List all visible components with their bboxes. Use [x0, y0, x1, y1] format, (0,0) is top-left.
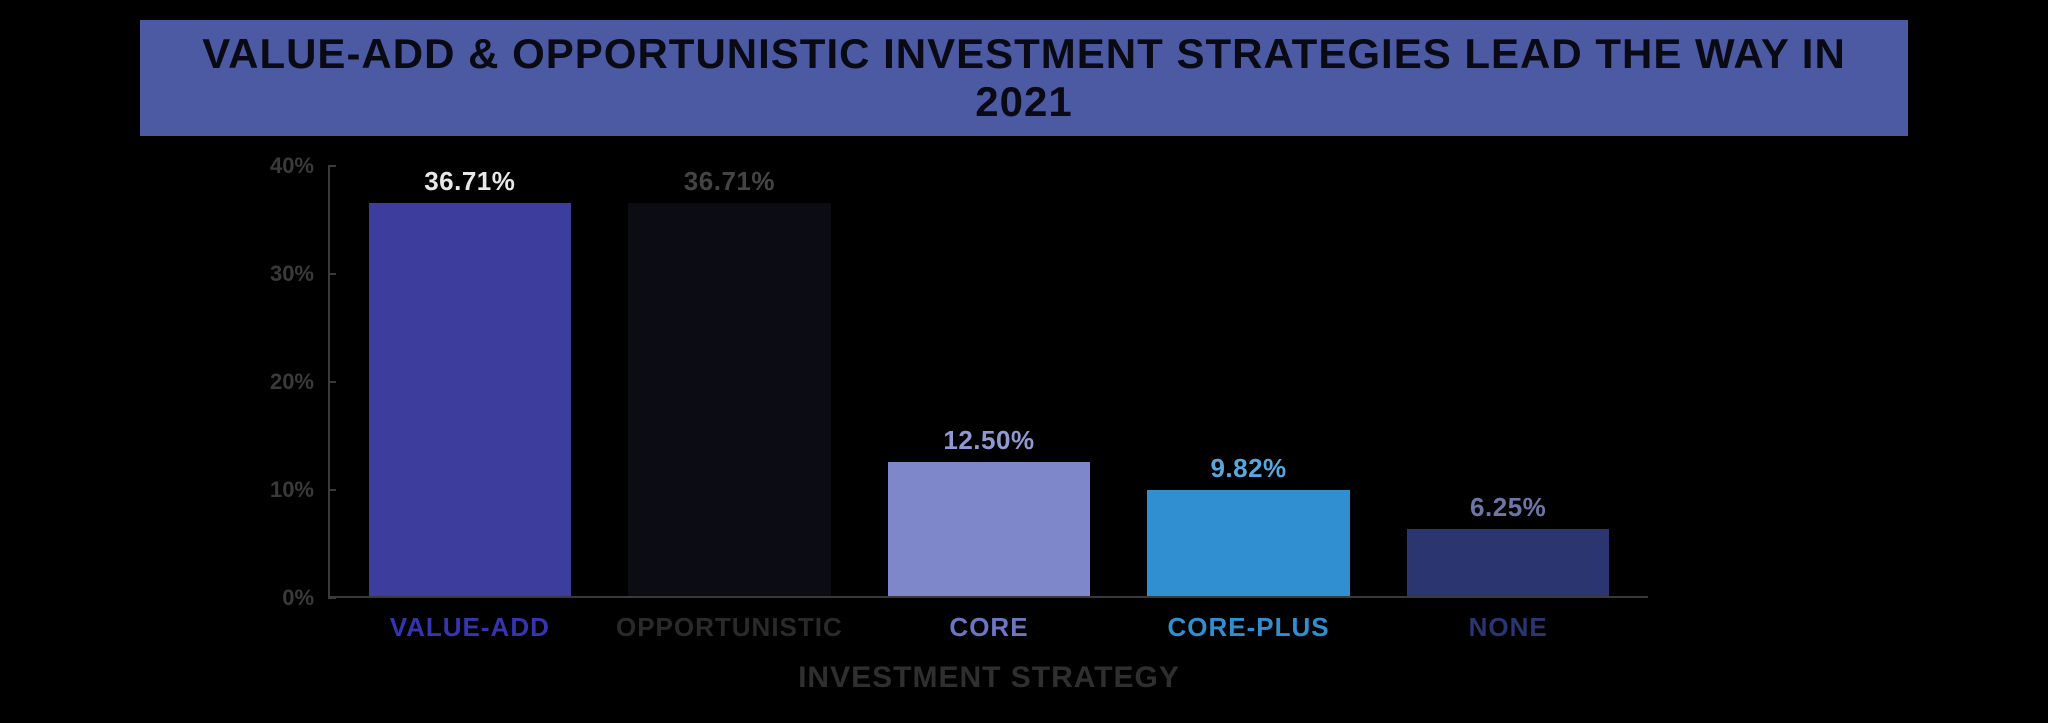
bar — [888, 462, 1090, 596]
bar-value-label: 9.82% — [1210, 453, 1286, 484]
bar-slot: 9.82% — [1119, 166, 1379, 596]
bar-slot: 6.25% — [1378, 166, 1638, 596]
chart-container: VALUE-ADD & OPPORTUNISTIC INVESTMENT STR… — [0, 0, 2048, 723]
bar-slot: 12.50% — [859, 166, 1119, 596]
bar — [1147, 490, 1349, 596]
bar-slot: 36.71% — [600, 166, 860, 596]
bar-value-label: 12.50% — [943, 425, 1034, 456]
x-category-label: CORE-PLUS — [1119, 612, 1379, 643]
plot-area: 36.71% 36.71% 12.50% 9.82% 6.25% — [330, 166, 1648, 598]
x-axis-labels: VALUE-ADDOPPORTUNISTICCORECORE-PLUSNONE — [330, 598, 1648, 643]
bar — [1407, 529, 1609, 596]
bar — [628, 203, 830, 596]
x-category-label: CORE — [859, 612, 1119, 643]
chart-title: VALUE-ADD & OPPORTUNISTIC INVESTMENT STR… — [140, 20, 1908, 136]
y-tick: 20% — [260, 369, 328, 395]
x-category-label: OPPORTUNISTIC — [600, 612, 860, 643]
y-tick: 10% — [260, 477, 328, 503]
y-tick: 40% — [260, 153, 328, 179]
bar — [369, 203, 571, 596]
y-tick: 30% — [260, 261, 328, 287]
x-axis-title: INVESTMENT STRATEGY — [330, 643, 1648, 703]
y-tick: 0% — [260, 585, 328, 611]
chart-area: 0%10%20%30%40% 36.71%36.71%12.50%9.82%6.… — [100, 166, 1948, 703]
bar-slot: 36.71% — [340, 166, 600, 596]
x-category-label: NONE — [1378, 612, 1638, 643]
y-axis: 0%10%20%30%40% — [260, 166, 330, 598]
bar-value-label: 36.71% — [684, 166, 775, 197]
x-category-label: VALUE-ADD — [340, 612, 600, 643]
bar-value-label: 36.71% — [424, 166, 515, 197]
bar-value-label: 6.25% — [1470, 492, 1546, 523]
